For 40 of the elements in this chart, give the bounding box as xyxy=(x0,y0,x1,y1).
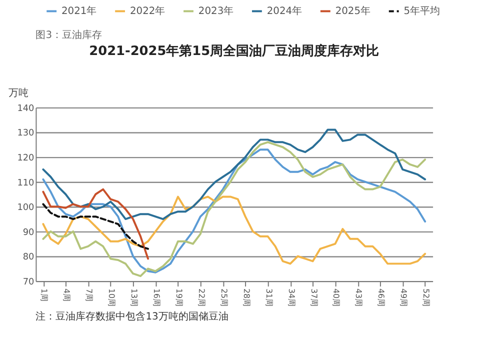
line-series xyxy=(42,128,426,220)
y-tick-label: 140 xyxy=(17,104,35,114)
x-tick-label: 7周 xyxy=(84,288,94,302)
x-tick-label: 46周 xyxy=(376,288,386,307)
x-tick-label: 13周 xyxy=(130,288,139,307)
x-tick-label: 34周 xyxy=(286,288,296,307)
x-tick-label: 52周 xyxy=(422,288,431,307)
y-axis-title: 万吨 xyxy=(8,87,28,100)
legend-label: 2024年 xyxy=(266,5,302,18)
y-tick-label: 100 xyxy=(17,203,35,214)
legend-label: 2023年 xyxy=(198,5,234,18)
line-series xyxy=(42,188,150,260)
legend-label: 2025年 xyxy=(335,5,371,18)
x-tick-label: 28周 xyxy=(242,288,251,307)
x-tick-label: 43周 xyxy=(354,288,364,307)
x-tick-label: 19周 xyxy=(174,288,184,307)
y-tick-label: 120 xyxy=(17,154,35,164)
line-series xyxy=(42,196,426,265)
legend-label: 5年平均 xyxy=(404,5,440,18)
x-tick-label: 49周 xyxy=(399,288,408,307)
y-tick-label: 70 xyxy=(22,278,35,288)
y-tick-label: 110 xyxy=(17,178,35,188)
chart-title: 2021-2025年第15周全国油厂豆油周度库存对比 xyxy=(89,42,380,59)
y-tick-label: 90 xyxy=(22,228,35,238)
x-tick-label: 4周 xyxy=(62,288,72,302)
y-tick-label: 130 xyxy=(17,128,35,139)
text: 注：豆油库存数据中包含13万吨的国储豆油 xyxy=(36,310,228,323)
x-tick-label: 40周 xyxy=(332,288,341,307)
legend-label: 2021年 xyxy=(62,5,97,18)
x-tick-label: 1周 xyxy=(40,288,49,302)
x-tick-label: 22周 xyxy=(196,288,206,307)
line-series xyxy=(42,203,150,250)
y-tick-label: 80 xyxy=(22,252,35,263)
legend-label: 2022年 xyxy=(130,5,166,18)
x-tick-label: 25周 xyxy=(219,288,228,307)
x-tick-label: 31周 xyxy=(264,288,274,307)
x-tick-label: 37周 xyxy=(309,288,318,307)
x-tick-label: 16周 xyxy=(152,288,162,307)
caption: 图3：豆油库存 xyxy=(36,29,102,41)
x-tick-label: 10周 xyxy=(107,288,116,307)
